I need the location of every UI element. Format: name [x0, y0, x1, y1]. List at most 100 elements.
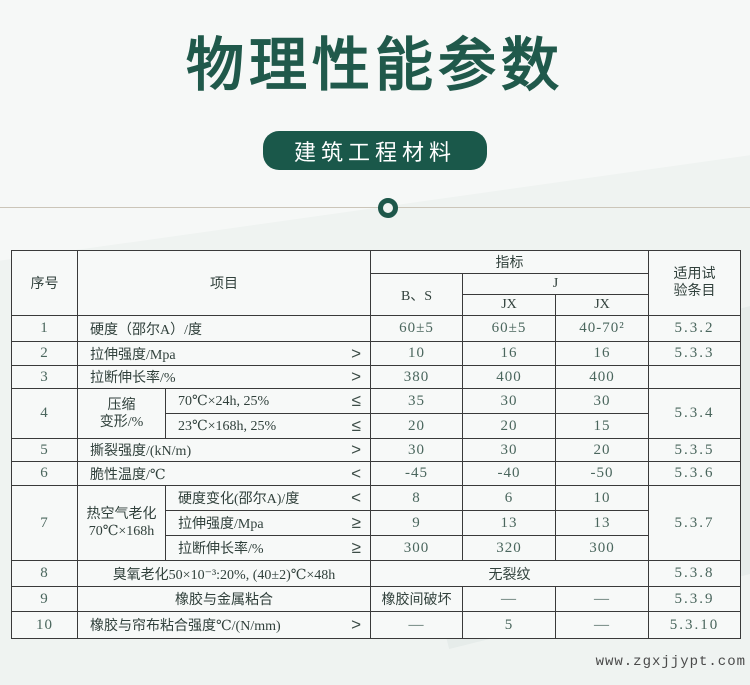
cell-group-label: 热空气老化 70℃×168h	[77, 485, 166, 561]
table-row: 23℃×168h, 25% ≤ 20 20 15	[12, 413, 741, 439]
cell-item: 橡胶与金属粘合	[77, 586, 371, 612]
cell-ref	[648, 365, 742, 389]
cell-jx1: 60±5	[462, 315, 556, 342]
cell-item: 脆性温度/℃ <	[77, 461, 371, 486]
cell-jx1: —	[462, 586, 556, 612]
table-row: 拉伸强度/Mpa ≥ 9 13 13	[12, 510, 741, 536]
header-type-bs: B、S	[370, 273, 463, 316]
cell-jx2: 16	[554, 341, 650, 366]
cell-result: 无裂纹	[369, 560, 650, 587]
cell-serial: 2	[11, 341, 78, 366]
item-label: 硬度（邵尔A）/度	[90, 322, 202, 338]
cell-item: 硬度（邵尔A）/度	[77, 315, 371, 342]
cell-jx1: 13	[462, 510, 556, 536]
less-equal-sign: ≤	[351, 416, 361, 435]
item-label: 拉断伸长率/%	[90, 371, 176, 386]
greater-than-sign: >	[351, 440, 361, 459]
cell-jx1: 6	[462, 485, 556, 511]
item-label: 拉伸强度/Mpa	[90, 347, 176, 363]
cell-item: 撕裂强度/(kN/m) >	[77, 438, 371, 462]
cell-jx1: -40	[462, 461, 556, 486]
category-badge: 建筑工程材料	[263, 131, 487, 170]
table-row: 拉断伸长率/% ≥ 300 320 300	[12, 535, 741, 561]
table-row: 6 脆性温度/℃ < -45 -40 -50 5.3.6	[11, 461, 742, 486]
cell-bs: 10	[370, 341, 463, 366]
cell-bs: 300	[370, 535, 463, 561]
cell-serial: 9	[11, 586, 78, 612]
cell-jx1: 30	[462, 438, 556, 462]
cell-group-label: 压缩 变形/%	[77, 388, 166, 439]
cell-serial: 8	[11, 560, 78, 587]
condition-label: 拉伸强度/Mpa	[178, 517, 264, 532]
header-subtype-jx1: JX	[462, 294, 556, 316]
greater-than-sign: >	[351, 367, 361, 386]
item-label: 撕裂强度/(kN/m)	[90, 444, 192, 459]
cell-serial: 5	[11, 438, 78, 462]
ring-icon	[378, 198, 398, 218]
website-watermark: www.zgxjjypt.com	[595, 654, 746, 670]
cell-jx2: 10	[554, 485, 650, 511]
cell-jx2: 40-70²	[554, 315, 650, 342]
cell-serial: 7	[11, 485, 78, 561]
cell-condition: 23℃×168h, 25% ≤	[165, 413, 371, 439]
cell-jx2: 30	[554, 388, 650, 414]
cell-jx2: -50	[554, 461, 650, 486]
cell-jx2: 20	[554, 438, 650, 462]
cell-ref: 5.3.3	[648, 341, 742, 366]
table-row: 5 撕裂强度/(kN/m) > 30 30 20 5.3.5	[11, 438, 742, 462]
table-row: 1 硬度（邵尔A）/度 60±5 60±5 40-70² 5.3.2	[11, 315, 742, 342]
cell-bs: 30	[370, 438, 463, 462]
cell-ref: 5.3.2	[648, 315, 742, 342]
header-item: 项目	[77, 250, 371, 316]
cell-serial: 6	[11, 461, 78, 486]
cell-jx1: 5	[462, 611, 556, 639]
cell-bs: 380	[370, 365, 463, 389]
cell-jx1: 400	[462, 365, 556, 389]
table-row: 7 热空气老化 70℃×168h 硬度变化(邵尔A)/度 < 8 6 10 5.…	[11, 485, 742, 561]
cell-condition: 拉伸强度/Mpa ≥	[165, 510, 371, 536]
cell-bs: 9	[370, 510, 463, 536]
cell-bs: -45	[370, 461, 463, 486]
cell-ref: 5.3.9	[648, 586, 742, 612]
greater-equal-sign: ≥	[351, 513, 361, 532]
table-row: 10 橡胶与帘布粘合强度℃/(N/mm) > — 5 — 5.3.10	[11, 611, 742, 639]
cell-condition: 拉断伸长率/% ≥	[165, 535, 371, 561]
item-label: 脆性温度/℃	[90, 467, 166, 483]
header-index: 指标	[369, 250, 650, 274]
table-row: 3 拉断伸长率/% > 380 400 400	[11, 365, 742, 389]
cell-serial: 3	[11, 365, 78, 389]
cell-ref: 5.3.5	[648, 438, 742, 462]
cell-serial: 4	[11, 388, 78, 439]
cell-bs: 20	[370, 413, 463, 439]
header-applicable: 适用试 验条目	[648, 250, 742, 316]
cell-condition: 70℃×24h, 25% ≤	[165, 388, 371, 414]
cell-jx2: —	[554, 611, 650, 639]
page-title: 物理性能参数	[185, 33, 564, 98]
cell-jx2: 13	[554, 510, 650, 536]
item-label: 橡胶与帘布粘合强度℃/(N/mm)	[90, 619, 281, 634]
cell-bs: 8	[370, 485, 463, 511]
divider-line	[0, 207, 750, 208]
cell-ref: 5.3.6	[648, 461, 742, 486]
cell-bs: —	[370, 611, 463, 639]
cell-item: 臭氧老化50×10⁻³:20%, (40±2)℃×48h	[77, 560, 371, 587]
less-equal-sign: ≤	[351, 391, 361, 410]
cell-bs: 60±5	[370, 315, 463, 342]
less-than-sign: <	[351, 488, 361, 507]
greater-than-sign: >	[351, 615, 361, 634]
table-row: 2 拉伸强度/Mpa > 10 16 16 5.3.3	[11, 341, 742, 366]
less-than-sign: <	[351, 463, 361, 483]
cell-condition: 硬度变化(邵尔A)/度 <	[165, 485, 371, 511]
cell-ref: 5.3.8	[648, 560, 742, 587]
cell-bs: 橡胶间破坏	[370, 586, 463, 612]
table-row: 9 橡胶与金属粘合 橡胶间破坏 — — 5.3.9	[11, 586, 742, 612]
physical-properties-table: 序号 项目 指标 适用试 验条目 B、S J JX JX 1 硬度（邵尔A）/度…	[11, 250, 742, 639]
cell-jx2: 300	[554, 535, 650, 561]
cell-jx2: 400	[554, 365, 650, 389]
category-badge-label: 建筑工程材料	[293, 139, 456, 165]
header-serial: 序号	[11, 250, 78, 316]
cell-jx1: 30	[462, 388, 556, 414]
cell-serial: 1	[11, 315, 78, 342]
cell-jx2: —	[554, 586, 650, 612]
table-row: 8 臭氧老化50×10⁻³:20%, (40±2)℃×48h 无裂纹 5.3.8	[11, 560, 742, 587]
